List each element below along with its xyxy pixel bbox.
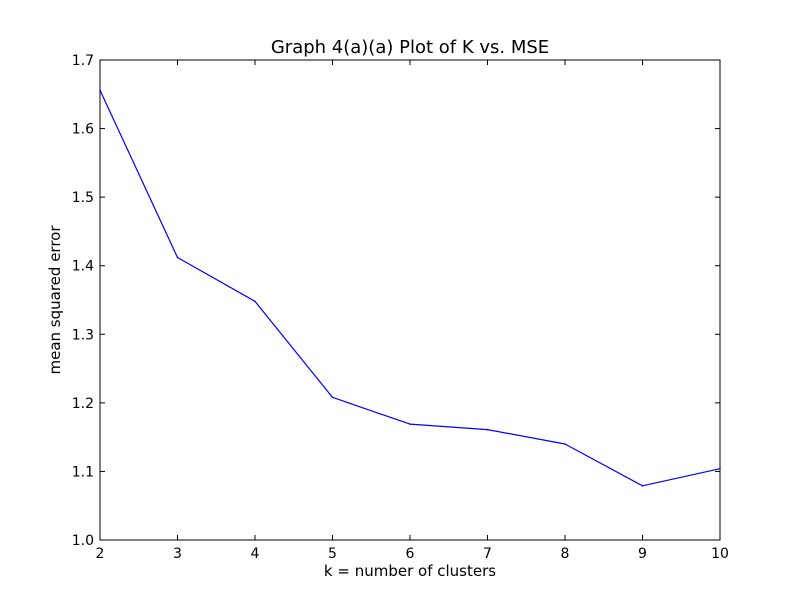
y-tick-label: 1.4	[72, 259, 94, 275]
y-tick-label: 1.1	[72, 464, 94, 480]
data-point	[641, 485, 644, 487]
x-tick-label: 10	[711, 546, 729, 562]
data-point	[719, 467, 721, 470]
x-axis-label: k = number of clusters	[324, 562, 496, 580]
data-point	[486, 428, 489, 431]
data-point	[176, 256, 179, 259]
plot-frame	[99, 59, 721, 541]
y-tick-label: 1.6	[72, 122, 94, 138]
axis-ticks: 2 3 4 5 6 7 8 9 10 1.0 1.1 1.2 1.3 1.4 1.5 1.6 1.7	[72, 53, 729, 562]
x-tick-label: 4	[251, 546, 260, 562]
x-tick-label: 2	[96, 546, 105, 562]
x-tick-label: 9	[638, 546, 647, 562]
y-tick-label: 1.7	[72, 53, 94, 69]
y-tick-label: 1.0	[72, 533, 94, 549]
chart-title: Graph 4(a)(a) Plot of K vs. MSE	[271, 37, 549, 58]
x-tick-label: 7	[483, 546, 492, 562]
plot-area: 2 3 4 5 6 7 8 9 10 1.0 1.1 1.2 1.3 1.4 1.5 1.6 1.7	[72, 53, 729, 562]
y-axis-label: mean squared error	[46, 225, 64, 375]
x-tick-label: 3	[173, 546, 182, 562]
data-point	[254, 300, 256, 303]
x-tick-label: 5	[328, 546, 337, 562]
y-tick-label: 1.5	[72, 190, 94, 206]
y-tick-label: 1.2	[72, 396, 94, 412]
x-tick-label: 8	[561, 546, 570, 562]
data-point	[99, 89, 101, 91]
data-point	[409, 423, 411, 425]
data-point	[331, 396, 334, 399]
series-layer	[99, 89, 721, 487]
data-point	[564, 443, 566, 445]
x-tick-label: 6	[406, 546, 415, 562]
y-tick-label: 1.3	[72, 327, 94, 343]
